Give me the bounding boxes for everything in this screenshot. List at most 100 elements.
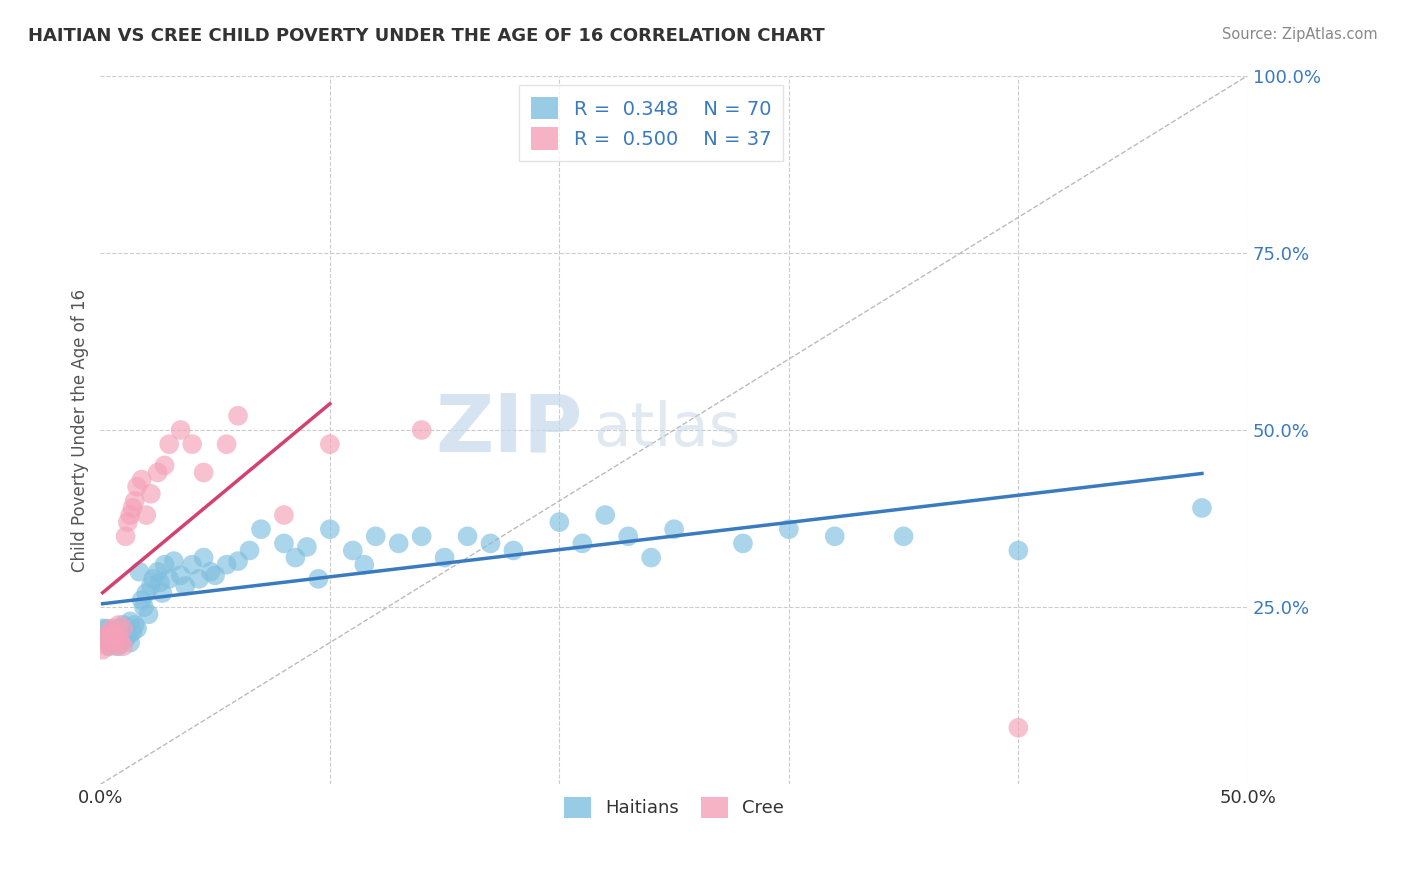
Point bbox=[353, 558, 375, 572]
Point bbox=[101, 635, 124, 649]
Point bbox=[548, 515, 571, 529]
Point bbox=[107, 618, 129, 632]
Point bbox=[617, 529, 640, 543]
Point bbox=[142, 572, 165, 586]
Point bbox=[135, 586, 157, 600]
Point bbox=[307, 572, 329, 586]
Point bbox=[284, 550, 307, 565]
Point bbox=[571, 536, 593, 550]
Point bbox=[107, 622, 129, 636]
Point bbox=[411, 423, 433, 437]
Point bbox=[640, 550, 662, 565]
Point bbox=[120, 635, 142, 649]
Point bbox=[188, 572, 211, 586]
Point bbox=[91, 622, 114, 636]
Point bbox=[411, 529, 433, 543]
Point bbox=[101, 622, 124, 636]
Point bbox=[139, 487, 162, 501]
Point bbox=[153, 458, 176, 473]
Point bbox=[91, 642, 114, 657]
Point bbox=[433, 550, 456, 565]
Point bbox=[105, 625, 128, 640]
Point bbox=[105, 632, 128, 646]
Point bbox=[215, 437, 238, 451]
Point bbox=[121, 500, 143, 515]
Point bbox=[731, 536, 754, 550]
Point bbox=[273, 508, 295, 522]
Point bbox=[273, 536, 295, 550]
Point bbox=[163, 554, 186, 568]
Point bbox=[96, 639, 118, 653]
Point bbox=[174, 579, 197, 593]
Point bbox=[662, 522, 685, 536]
Point bbox=[107, 629, 129, 643]
Point bbox=[479, 536, 502, 550]
Point bbox=[204, 568, 226, 582]
Point bbox=[128, 565, 150, 579]
Point bbox=[103, 629, 125, 643]
Point bbox=[364, 529, 387, 543]
Point bbox=[138, 607, 160, 622]
Point bbox=[124, 618, 146, 632]
Point bbox=[96, 622, 118, 636]
Point bbox=[146, 466, 169, 480]
Point bbox=[98, 625, 121, 640]
Point bbox=[593, 508, 616, 522]
Text: HAITIAN VS CREE CHILD POVERTY UNDER THE AGE OF 16 CORRELATION CHART: HAITIAN VS CREE CHILD POVERTY UNDER THE … bbox=[28, 27, 825, 45]
Point bbox=[112, 618, 135, 632]
Point bbox=[103, 635, 125, 649]
Point bbox=[181, 558, 204, 572]
Point bbox=[114, 529, 136, 543]
Point bbox=[117, 629, 139, 643]
Point bbox=[250, 522, 273, 536]
Point bbox=[125, 480, 148, 494]
Point bbox=[101, 629, 124, 643]
Text: ZIP: ZIP bbox=[434, 391, 582, 469]
Point bbox=[94, 629, 117, 643]
Point bbox=[120, 615, 142, 629]
Point bbox=[149, 575, 172, 590]
Point bbox=[319, 437, 342, 451]
Point bbox=[193, 550, 215, 565]
Point bbox=[457, 529, 479, 543]
Point bbox=[824, 529, 846, 543]
Point bbox=[96, 635, 118, 649]
Point bbox=[170, 568, 193, 582]
Point bbox=[778, 522, 800, 536]
Point bbox=[226, 409, 249, 423]
Point bbox=[101, 625, 124, 640]
Point bbox=[121, 625, 143, 640]
Point bbox=[112, 622, 135, 636]
Legend: Haitians, Cree: Haitians, Cree bbox=[557, 789, 792, 825]
Point bbox=[117, 515, 139, 529]
Point bbox=[105, 639, 128, 653]
Point bbox=[226, 554, 249, 568]
Point bbox=[98, 639, 121, 653]
Point bbox=[295, 540, 318, 554]
Point bbox=[114, 632, 136, 646]
Point bbox=[388, 536, 411, 550]
Point bbox=[125, 622, 148, 636]
Point bbox=[107, 639, 129, 653]
Point bbox=[893, 529, 915, 543]
Point bbox=[342, 543, 364, 558]
Point bbox=[112, 639, 135, 653]
Point bbox=[131, 473, 153, 487]
Point bbox=[238, 543, 260, 558]
Point bbox=[170, 423, 193, 437]
Point bbox=[200, 565, 222, 579]
Point bbox=[181, 437, 204, 451]
Point bbox=[157, 572, 180, 586]
Point bbox=[157, 437, 180, 451]
Point bbox=[124, 494, 146, 508]
Point bbox=[112, 629, 135, 643]
Point bbox=[103, 635, 125, 649]
Point bbox=[131, 593, 153, 607]
Point bbox=[132, 600, 155, 615]
Point bbox=[110, 625, 132, 640]
Point bbox=[150, 586, 173, 600]
Point bbox=[215, 558, 238, 572]
Point bbox=[1007, 543, 1029, 558]
Point bbox=[1007, 721, 1029, 735]
Point bbox=[139, 579, 162, 593]
